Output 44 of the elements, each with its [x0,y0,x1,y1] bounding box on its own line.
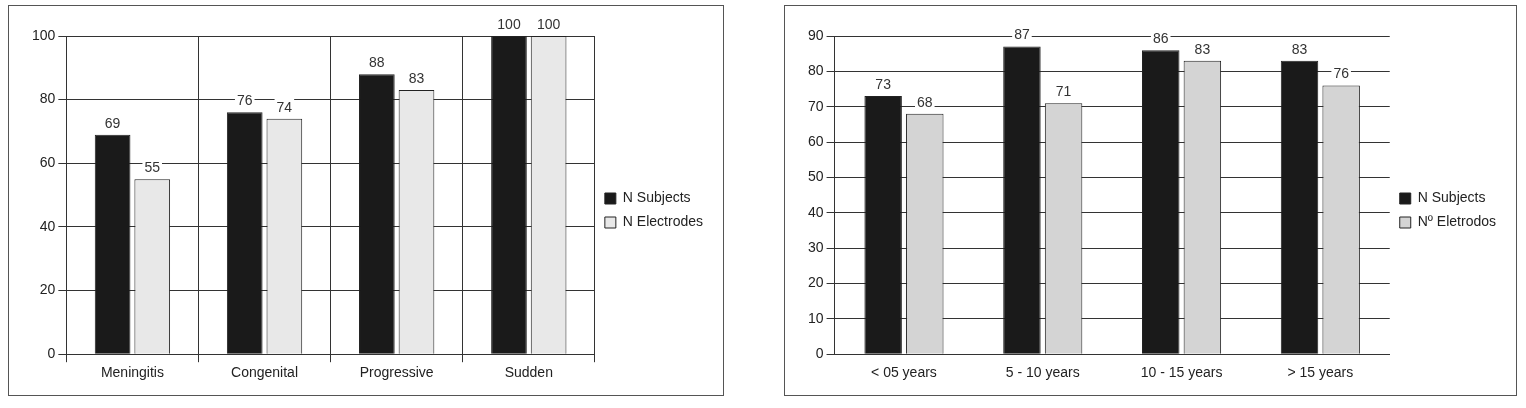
y-tick-label: 20 [807,274,824,291]
y-tick-label: 0 [47,345,56,362]
x-tick-label: 10 - 15 years [1140,364,1223,381]
y-tick-label: 90 [807,26,824,43]
data-label: 76 [1333,65,1350,82]
x-tick-label: Sudden [504,364,553,381]
legend-label: N Subjects [622,189,691,206]
y-tick-label: 20 [39,281,56,298]
y-tick-label: 10 [807,309,824,326]
data-label: 83 [1194,40,1211,57]
data-label: 69 [104,114,121,131]
x-tick-label: Congenital [231,364,299,381]
y-tick-label: 40 [39,217,56,234]
y-tick-label: 100 [32,26,56,43]
data-label: 100 [497,15,521,32]
y-tick-label: 70 [807,97,824,114]
x-tick-label: Progressive [359,364,434,381]
x-tick-label: > 15 years [1287,364,1354,381]
y-tick-label: 0 [815,345,824,362]
y-tick-label: 80 [39,90,56,107]
y-tick-label: 30 [807,238,824,255]
y-tick-label: 50 [807,168,824,185]
legend-label: N Subjects [1417,189,1486,206]
x-tick-label: < 05 years [871,364,937,381]
y-tick-label: 40 [807,203,824,220]
data-label: 88 [369,54,385,71]
data-label: 73 [875,75,892,92]
data-label: 74 [276,98,293,115]
data-label: 76 [236,92,253,109]
data-label: 83 [1291,40,1308,57]
x-tick-label: 5 - 10 years [1005,364,1080,381]
data-label: 87 [1014,26,1030,43]
data-label: 55 [144,159,161,176]
data-label: 71 [1055,83,1072,100]
data-label: 83 [408,69,425,86]
data-label: 68 [917,93,933,110]
y-tick-label: 60 [807,132,824,149]
data-label: 100 [536,15,561,32]
y-tick-label: 80 [807,62,824,79]
legend-label: Nº Eletrodos [1417,213,1497,230]
data-label: 86 [1152,30,1169,46]
legend-label: N Electrodes [622,213,704,230]
x-tick-label: Meningitis [100,364,164,381]
y-tick-label: 60 [39,154,56,171]
